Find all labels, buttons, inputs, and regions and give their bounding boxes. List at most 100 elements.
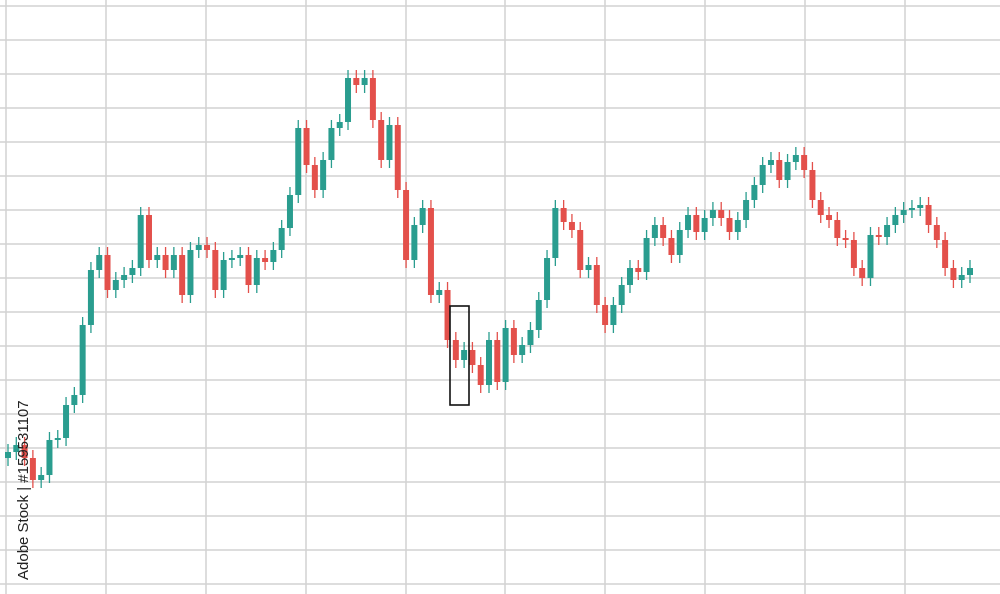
candle-body bbox=[776, 160, 783, 180]
candle-body bbox=[527, 330, 534, 345]
candle-body bbox=[900, 210, 907, 215]
candles bbox=[5, 70, 973, 488]
candle-body bbox=[320, 160, 327, 190]
candle-body bbox=[228, 258, 235, 260]
candle-body bbox=[502, 328, 509, 382]
candle-body bbox=[403, 190, 410, 260]
candle-body bbox=[908, 208, 915, 210]
candle-body bbox=[5, 452, 11, 458]
candle-body bbox=[767, 160, 774, 165]
candle-body bbox=[850, 240, 857, 268]
vertical-grid bbox=[5, 0, 906, 594]
candle-body bbox=[751, 185, 758, 200]
candle-body bbox=[212, 250, 219, 290]
candle-body bbox=[801, 155, 808, 170]
watermark: Adobe Stock | #159531107 bbox=[15, 400, 32, 580]
candle-body bbox=[743, 200, 750, 220]
candle-body bbox=[942, 240, 949, 268]
candle-body bbox=[618, 285, 625, 305]
candle-body bbox=[436, 290, 443, 295]
candle-body bbox=[635, 268, 642, 272]
horizontal-grid bbox=[0, 5, 1000, 585]
candle-body bbox=[469, 350, 476, 365]
candle-body bbox=[303, 128, 310, 165]
candle-body bbox=[187, 250, 194, 295]
candle-body bbox=[701, 218, 708, 232]
candle-body bbox=[792, 155, 799, 162]
candle-body bbox=[63, 405, 70, 438]
candle-body bbox=[129, 268, 136, 275]
candle-body bbox=[510, 328, 517, 355]
candle-body bbox=[875, 235, 882, 237]
candle-body bbox=[286, 195, 293, 228]
candle-body bbox=[345, 78, 352, 122]
candle-body bbox=[353, 78, 360, 85]
candle-body bbox=[602, 305, 609, 325]
candle-body bbox=[79, 325, 86, 395]
candle-body bbox=[419, 208, 426, 225]
candle-body bbox=[245, 255, 252, 285]
candle-body bbox=[917, 205, 924, 208]
candle-body bbox=[204, 245, 211, 250]
candle-body bbox=[494, 340, 501, 382]
candle-body bbox=[535, 300, 542, 330]
candle-body bbox=[925, 205, 932, 225]
candle-body bbox=[411, 225, 418, 260]
candle-body bbox=[369, 78, 376, 120]
candle-body bbox=[145, 215, 152, 260]
candle-body bbox=[121, 275, 128, 280]
candle-body bbox=[859, 268, 866, 278]
candle-body bbox=[759, 165, 766, 185]
candle-body bbox=[262, 258, 269, 262]
candle-body bbox=[826, 215, 833, 220]
candle-body bbox=[643, 238, 650, 272]
candle-body bbox=[884, 225, 891, 237]
candle-body bbox=[46, 440, 53, 475]
candle-body bbox=[170, 255, 177, 270]
candle-body bbox=[195, 245, 202, 250]
candle-body bbox=[253, 258, 260, 285]
candle-body bbox=[626, 268, 633, 285]
candle-body bbox=[461, 350, 468, 360]
candle-body bbox=[933, 225, 940, 240]
candle-body bbox=[809, 170, 816, 200]
candle-body bbox=[394, 125, 401, 190]
candle-body bbox=[867, 235, 874, 278]
candle-body bbox=[179, 255, 186, 295]
candle-body bbox=[585, 265, 592, 270]
candle-body bbox=[668, 238, 675, 255]
candle-body bbox=[38, 475, 45, 480]
candle-body bbox=[71, 395, 78, 405]
candle-body bbox=[361, 78, 368, 85]
candle-body bbox=[784, 162, 791, 180]
candle-body bbox=[295, 128, 302, 195]
candle-body bbox=[651, 225, 658, 238]
candle-body bbox=[162, 255, 169, 270]
candle-body bbox=[610, 305, 617, 325]
candle-body bbox=[154, 255, 161, 260]
candle-body bbox=[112, 280, 119, 290]
candle-body bbox=[486, 340, 492, 385]
candle-body bbox=[709, 210, 716, 218]
candle-body bbox=[378, 120, 385, 160]
candle-body bbox=[726, 218, 733, 232]
candle-body bbox=[676, 230, 683, 255]
candle-body bbox=[685, 215, 692, 230]
candle-body bbox=[278, 228, 285, 250]
candle-body bbox=[21, 445, 28, 458]
candle-body bbox=[328, 128, 335, 160]
candle-body bbox=[593, 265, 600, 305]
candle-body bbox=[577, 230, 584, 270]
candle-body bbox=[958, 275, 965, 280]
candle-body bbox=[544, 258, 551, 300]
candle-body bbox=[237, 255, 244, 258]
candle-body bbox=[452, 340, 459, 360]
candle-body bbox=[477, 365, 484, 385]
candle-body bbox=[950, 268, 957, 280]
candle-body bbox=[13, 445, 20, 452]
candle-body bbox=[54, 438, 61, 440]
candle-body bbox=[311, 165, 318, 190]
candle-body bbox=[270, 250, 277, 262]
candle-body bbox=[444, 290, 451, 340]
